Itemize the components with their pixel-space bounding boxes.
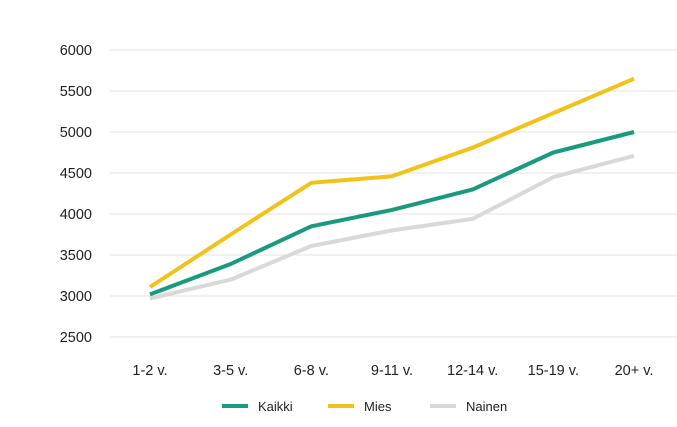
x-tick-label: 6-8 v.	[294, 363, 329, 379]
series-line-mies	[148, 76, 635, 289]
y-tick-label: 4500	[60, 166, 92, 182]
x-tick-label: 3-5 v.	[213, 363, 248, 379]
x-axis-ticks: 1-2 v. 3-5 v. 6-8 v. 9-11 v. 12-14 v. 15-19 v…	[132, 363, 653, 379]
y-tick-label: 3000	[60, 289, 92, 305]
x-tick-label: 12-14 v.	[447, 363, 498, 379]
legend: Kaikki Mies Nainen	[222, 399, 507, 414]
gridlines	[110, 49, 677, 338]
y-tick-label: 5500	[60, 84, 92, 100]
y-tick-label: 2500	[60, 330, 92, 346]
y-tick-label: 6000	[60, 43, 92, 59]
y-tick-label: 4000	[60, 207, 92, 223]
x-tick-label: 15-19 v.	[528, 363, 579, 379]
legend-label-mies: Mies	[364, 399, 392, 414]
y-tick-label: 5000	[60, 125, 92, 141]
legend-label-nainen: Nainen	[466, 399, 507, 414]
legend-label-kaikki: Kaikki	[258, 399, 293, 414]
x-tick-label: 9-11 v.	[371, 363, 413, 379]
y-tick-label: 3500	[60, 248, 92, 264]
series-line-nainen	[149, 153, 635, 301]
series-lines	[148, 76, 635, 301]
x-tick-label: 1-2 v.	[132, 363, 167, 379]
series-line-kaikki	[149, 130, 635, 297]
y-axis-ticks: 2500 3000 3500 4000 4500 5000 5500 6000	[60, 43, 92, 346]
x-tick-label: 20+ v.	[615, 363, 654, 379]
